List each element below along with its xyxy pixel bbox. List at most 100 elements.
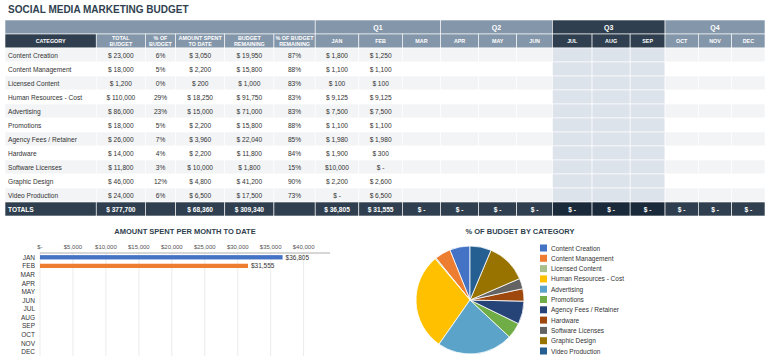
tick-label: $35,000 <box>260 244 282 250</box>
table-text: $ 18,000 <box>108 66 134 73</box>
table-cell <box>698 104 731 118</box>
table: Q1Q2Q3Q4CATEGORYTOTALBUDGET% OFBUDGETAMO… <box>5 20 765 216</box>
text-line: TO DATE <box>189 41 213 47</box>
totals-text: $ 36,805 <box>324 206 350 214</box>
legend-entry: Hardware <box>551 317 580 324</box>
table-cell <box>145 90 175 104</box>
group-header: Q1 <box>373 24 382 32</box>
table-cell <box>402 174 440 188</box>
table-cell <box>402 76 440 90</box>
text-line: BUDGET <box>149 41 172 47</box>
table-cell <box>665 20 765 34</box>
grid-line <box>303 253 304 356</box>
table-cell <box>441 160 479 174</box>
pie-slice <box>470 300 524 324</box>
legend: Content CreationContent ManagementLicens… <box>540 245 624 355</box>
column-header: MAY <box>492 38 504 44</box>
table-cell <box>315 146 359 160</box>
column-header: NOV <box>709 38 721 44</box>
table-cell <box>96 90 145 104</box>
table-cell <box>225 132 274 146</box>
table-text: $ 23,000 <box>108 52 134 59</box>
legend-swatch <box>540 296 547 303</box>
tick-label: $10,000 <box>95 244 117 250</box>
table-text: $ 100 <box>329 80 346 87</box>
column-header: SEP <box>642 38 653 44</box>
table-cell <box>732 160 765 174</box>
table-cell <box>517 132 553 146</box>
chart-title: AMOUNT SPENT PER MONTH TO DATE <box>114 227 255 236</box>
table-cell <box>698 118 731 132</box>
table-cell <box>145 76 175 90</box>
table-cell <box>274 146 315 160</box>
table-cell <box>552 62 592 76</box>
legend-swatch <box>540 348 547 355</box>
totals-text: $ 309,340 <box>235 206 265 214</box>
table-text: Agency Fees / Retainer <box>8 136 78 144</box>
totals-text: $ - <box>568 206 576 214</box>
table-cell <box>698 160 731 174</box>
table-cell <box>732 146 765 160</box>
table-text: $ 7,500 <box>326 108 348 115</box>
table-cell <box>359 132 403 146</box>
bar <box>40 332 41 336</box>
table-cell <box>315 104 359 118</box>
table-text: $ 15,800 <box>237 122 263 129</box>
table-cell <box>225 118 274 132</box>
table-text: $ 110,000 <box>106 94 135 101</box>
table-cell <box>665 118 698 132</box>
table-text: $ 1,100 <box>326 66 348 73</box>
table-cell <box>96 104 145 118</box>
table-cell <box>441 174 479 188</box>
text-line: REMAINING <box>279 41 310 47</box>
table-cell <box>698 90 731 104</box>
category-label: JAN <box>23 254 36 261</box>
table-cell <box>592 90 630 104</box>
tick-label: $30,000 <box>227 244 249 250</box>
table-cell <box>5 34 96 48</box>
table-cell <box>552 118 592 132</box>
table-cell <box>517 118 553 132</box>
legend-swatch <box>540 286 547 293</box>
table-text: 6% <box>156 52 166 59</box>
totals-text: $ 68,360 <box>187 206 213 214</box>
table-cell <box>176 34 225 48</box>
table-cell <box>176 174 225 188</box>
table-cell <box>176 188 225 202</box>
table-cell <box>479 62 517 76</box>
table-cell <box>402 104 440 118</box>
text-line: REMAINING <box>234 41 265 47</box>
table-cell <box>225 62 274 76</box>
table-cell <box>402 48 440 62</box>
totals-text: $ - <box>678 206 686 214</box>
table-cell <box>441 48 479 62</box>
table-cell <box>225 146 274 160</box>
table-cell <box>552 90 592 104</box>
table-cell <box>145 48 175 62</box>
table-cell <box>592 34 630 48</box>
table-cell <box>665 160 698 174</box>
table-cell <box>96 62 145 76</box>
bar <box>40 350 41 354</box>
data-label: $31,555 <box>251 262 275 269</box>
legend-entry: Content Management <box>551 255 614 263</box>
table-cell <box>552 20 665 34</box>
legend-swatch <box>540 306 547 313</box>
table-cell <box>732 104 765 118</box>
bar <box>40 298 41 302</box>
table-cell <box>517 202 553 216</box>
tick-label: $5,000 <box>64 244 83 250</box>
table-cell <box>145 104 175 118</box>
table-cell <box>402 132 440 146</box>
table-cell <box>441 76 479 90</box>
table-cell <box>698 34 731 48</box>
table-cell <box>359 160 403 174</box>
table-cell <box>315 160 359 174</box>
table-text: $ - <box>377 164 385 171</box>
table-cell <box>441 118 479 132</box>
category-label: DEC <box>21 348 35 355</box>
table-text: 3% <box>156 164 166 171</box>
column-header: DEC <box>743 38 754 44</box>
table-text: $ 46,000 <box>108 178 134 185</box>
table-cell <box>630 48 665 62</box>
